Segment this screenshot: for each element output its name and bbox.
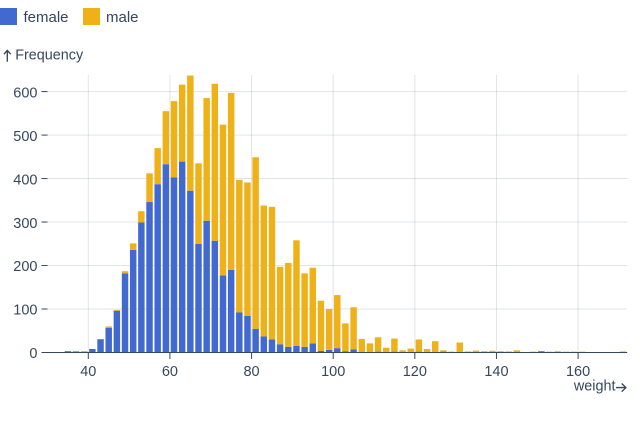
svg-text:600: 600 <box>13 85 37 101</box>
svg-text:80: 80 <box>243 364 259 380</box>
svg-text:60: 60 <box>162 364 178 380</box>
svg-text:100: 100 <box>13 303 37 319</box>
svg-text:120: 120 <box>403 364 427 380</box>
svg-text:140: 140 <box>484 364 508 380</box>
svg-text:Frequency: Frequency <box>15 47 84 63</box>
svg-text:200: 200 <box>13 259 37 275</box>
svg-text:100: 100 <box>321 364 345 380</box>
svg-text:40: 40 <box>80 364 96 380</box>
svg-text:400: 400 <box>13 172 37 188</box>
svg-text:0: 0 <box>29 346 37 362</box>
svg-text:500: 500 <box>13 129 37 145</box>
svg-text:weight: weight <box>573 379 616 395</box>
svg-text:300: 300 <box>13 216 37 232</box>
